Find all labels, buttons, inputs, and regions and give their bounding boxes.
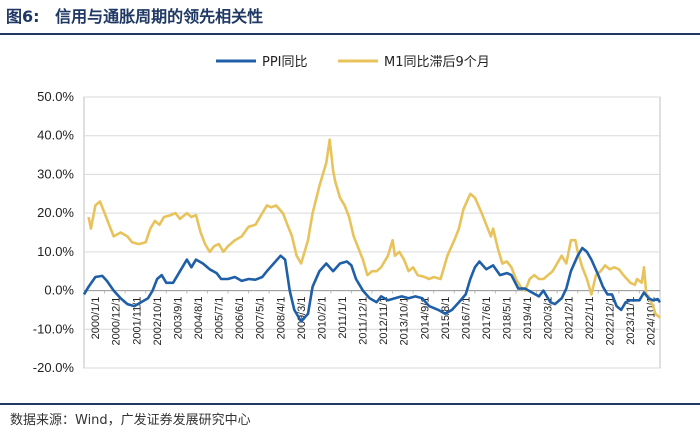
x-tick-label: 2003/9/1 <box>172 297 184 340</box>
x-tick-label: 2002/10/1 <box>152 297 164 346</box>
x-tick-label: 2011/1/1 <box>337 297 349 339</box>
legend-label: M1同比滞后9个月 <box>384 55 490 70</box>
legend-ppi: PPI同比 <box>216 55 308 70</box>
x-tick-label: 2009/3/1 <box>296 297 308 340</box>
y-tick-label: -20.0% <box>33 360 75 375</box>
chart-canvas: -20.0% -10.0% 0.0% 10.0% 20.0% 30.0% 40.0% 50.0… <box>33 55 662 375</box>
x-tick-label: 2006/6/1 <box>234 297 246 340</box>
x-tick-label: 2023/11/1 <box>625 297 637 345</box>
x-tick-label: 2022/1/1 <box>584 297 596 340</box>
figure-number: 图6: <box>6 7 40 26</box>
figure-title-bar: 图6: 信用与通胀周期的领先相关性 <box>6 3 263 31</box>
source-rule <box>0 403 700 405</box>
x-tick-label: 2017/6/1 <box>481 297 493 340</box>
x-tick-label: 2015/8/1 <box>440 297 452 340</box>
x-tick-label: 2020/3/1 <box>543 297 555 340</box>
y-tick-label: 0.0% <box>44 283 74 298</box>
source-note: 数据来源：Wind，广发证券发展研究中心 <box>10 413 251 428</box>
x-tick-label: 2021/2/1 <box>563 297 575 340</box>
legend-label: PPI同比 <box>262 55 308 70</box>
x-tick-label: 2004/8/1 <box>193 297 205 340</box>
y-tick-label: -10.0% <box>33 321 75 336</box>
x-tick-label: 2014/9/1 <box>419 297 431 340</box>
x-tick-label: 2012/11/1 <box>378 297 390 345</box>
title-rule <box>0 33 700 35</box>
y-tick-label: 20.0% <box>37 205 74 220</box>
y-tick-label: 30.0% <box>37 166 74 181</box>
x-tick-label: 2001/11/1 <box>131 297 143 345</box>
figure-title: 信用与通胀周期的领先相关性 <box>55 7 264 26</box>
m1-lagged-series-line <box>87 138 661 319</box>
x-tick-label: 2019/4/1 <box>522 297 534 340</box>
y-tick-label: 10.0% <box>37 244 74 259</box>
ppi-series-line <box>82 246 662 323</box>
x-tick-label: 2000/1/1 <box>90 297 102 340</box>
y-tick-label: 40.0% <box>37 128 74 143</box>
x-tick-label: 2010/2/1 <box>316 297 328 340</box>
x-tick-label: 2005/7/1 <box>214 297 226 340</box>
x-tick-label: 2007/5/1 <box>255 297 267 340</box>
x-tick-label: 2013/10/1 <box>399 297 411 346</box>
x-tick-label: 2018/5/1 <box>502 297 514 340</box>
x-tick-label: 2022/12/1 <box>604 297 616 346</box>
x-tick-label: 2016/7/1 <box>460 297 472 340</box>
legend-m1-lagged: M1同比滞后9个月 <box>338 55 490 70</box>
x-tick-label: 2008/4/1 <box>275 297 287 340</box>
x-tick-label: 2000/12/1 <box>111 297 123 346</box>
y-tick-label: 50.0% <box>37 89 74 104</box>
x-tick-label: 2011/12/1 <box>358 297 370 345</box>
